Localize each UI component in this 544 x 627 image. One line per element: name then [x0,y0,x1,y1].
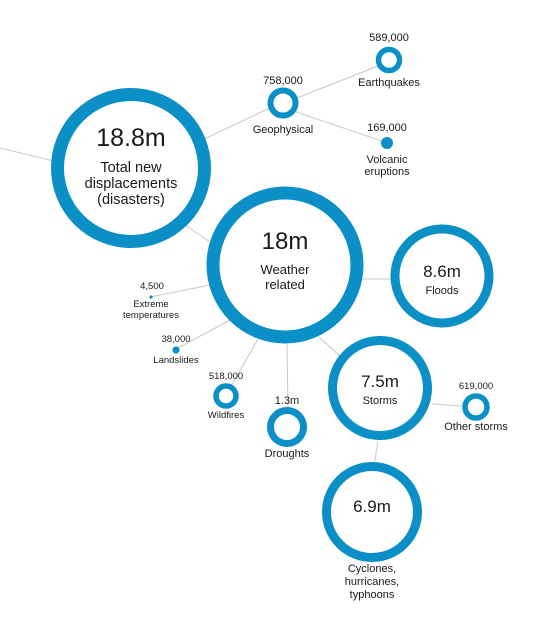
link-geophysical-earthquakes [296,65,379,99]
droughts-label: Droughts [264,448,310,460]
cyclones-label: Cyclones, hurricanes, typhoons [332,563,412,602]
cyclones-label-line-2: hurricanes, [344,575,400,588]
other-storms-node [462,393,490,421]
volcanic-node [381,137,393,149]
weather-label-line-1: Weather [260,262,310,277]
landslides-node [172,346,180,354]
floods-label: Floods [425,285,459,297]
total-label: Total new displacements (disasters) [66,160,196,209]
link-weather-extreme [149,283,216,298]
geophysical-node [267,87,299,119]
droughts-value: 1.3m [274,395,300,407]
volcanic-label-line-1: Volcanic [366,154,408,166]
total-label-line-2: displacements [84,176,178,193]
extreme-node [149,295,153,299]
extreme-label-line-2: temperatures [123,309,179,321]
floods-node [390,224,494,328]
link-geophysical-volcanic [295,111,383,142]
link-total-geophysical [201,106,273,141]
cyclones-label-line-1: Cyclones, [347,563,397,575]
extreme-value: 4,500 [140,281,164,292]
link-storms-other [431,403,463,407]
link-weather-landslides [175,317,235,350]
geophysical-value: 758,000 [263,75,303,87]
volcanic-value: 169,000 [367,122,407,134]
total-node [51,88,211,248]
storms-value: 7.5m [361,372,399,391]
link-weather-wildfires [229,331,263,389]
volcanic-label: Volcanic eruptions [347,154,427,179]
link-storms-cyclones [373,440,379,467]
geophysical-label: Geophysical [252,124,314,136]
wildfires-label: Wildfires [207,410,245,421]
earthquakes-label: Earthquakes [358,77,420,89]
extreme-label-line-1: Extreme [133,299,169,310]
landslides-label: Landslides [153,355,199,366]
wildfires-node [213,383,239,409]
weather-node [206,186,364,344]
storms-label: Storms [362,395,398,407]
droughts-node [267,407,307,447]
other-storms-value: 619,000 [458,381,494,392]
extreme-label: Extreme temperatures [106,299,196,321]
storms-node [328,336,432,440]
total-label-line-1: Total new [100,160,162,176]
cyclones-node [322,462,422,562]
cyclones-value: 6.9m [353,497,391,516]
link-weather-droughts [286,343,289,409]
total-label-line-3: (disasters) [97,192,165,209]
total-value: 18.8m [96,124,166,152]
weather-label-line-2: related [265,276,305,292]
earthquakes-value: 589,000 [369,32,409,44]
floods-value: 8.6m [423,262,461,281]
wildfires-value: 518,000 [208,371,244,382]
other-storms-label: Other storms [444,421,508,433]
earthquakes-node [375,46,403,74]
cyclones-label-line-3: typhoons [349,588,395,601]
landslides-value: 38,000 [161,334,191,345]
link-offscreen-total [0,147,59,163]
weather-label: Weather related [235,262,335,292]
volcanic-label-line-2: eruptions [364,166,410,179]
weather-value: 18m [261,228,309,255]
